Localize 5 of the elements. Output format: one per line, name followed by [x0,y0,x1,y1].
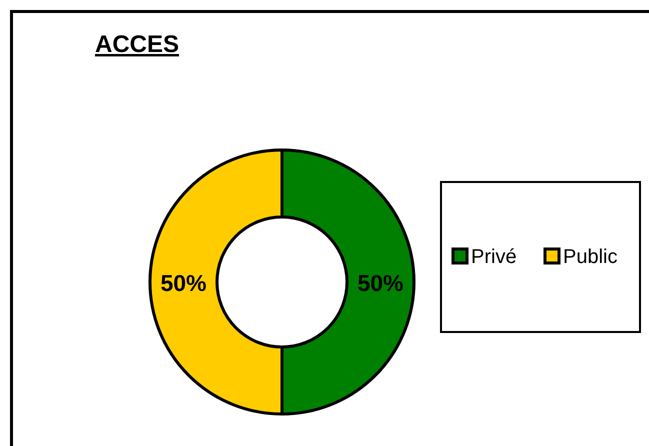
data-label: 50% [357,270,404,296]
data-label: 50% [160,270,207,296]
chart-title: ACCES [95,31,180,58]
legend-label: Privé [471,246,517,268]
legend-label: Public [563,246,618,268]
